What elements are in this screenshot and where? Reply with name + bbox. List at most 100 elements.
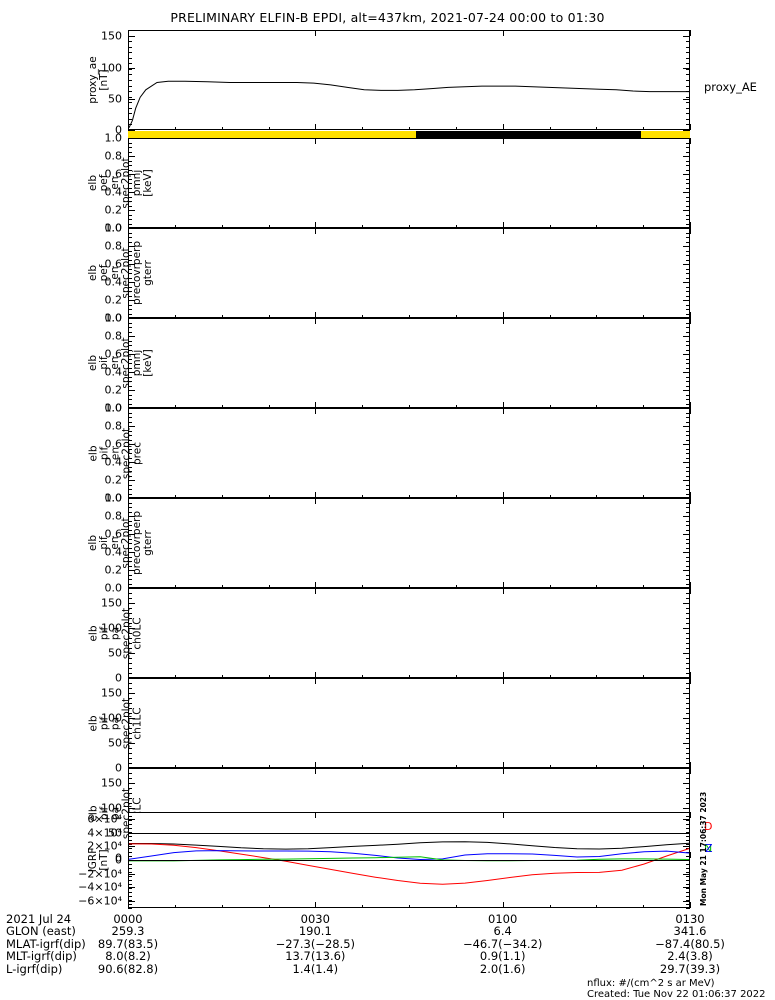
axis-tick-minor (128, 277, 132, 279)
ytick-label: 0.0 (104, 491, 123, 505)
axis-tick-x-minor (502, 765, 504, 768)
axis-tick-x (690, 762, 691, 768)
axis-tick-x-minor (502, 905, 504, 908)
ytick-label: 0.0 (104, 401, 123, 415)
axis-tick-x-minor (409, 585, 410, 588)
axis-tick-minor (686, 210, 690, 211)
ytick-label: 0.0 (104, 221, 123, 235)
axis-tick-minor (686, 435, 690, 436)
axis-tick-x-minor (268, 405, 270, 408)
ytick-label: 0.8 (104, 329, 123, 343)
axis-tick-minor (686, 30, 690, 31)
axis-tick-x (128, 30, 129, 36)
axis-tick-minor (128, 534, 132, 535)
axis-tick-minor (686, 340, 690, 342)
axis-tick-minor (128, 30, 132, 31)
footnote-nflux: nflux: #/(cm^2 s ar MeV) (587, 978, 715, 989)
ytick-label: 0.2 (104, 473, 123, 487)
axis-tick-minor (128, 628, 132, 629)
bottom-row-value: 2.4(3.8) (667, 949, 713, 964)
axis-tick-x (502, 138, 504, 144)
axis-tick-minor (128, 219, 132, 220)
axis-tick-minor (686, 313, 690, 315)
ytick-label: 0.2 (104, 203, 123, 217)
axis-tick-minor (128, 608, 132, 609)
ytick-label: −4×10⁴ (78, 880, 122, 894)
igrf-legend-d: D (704, 820, 713, 833)
axis-tick-minor (686, 844, 690, 845)
axis-tick-x (315, 498, 317, 504)
axis-tick-minor (686, 552, 690, 553)
axis-tick-minor (128, 738, 132, 739)
axis-tick-x (128, 678, 129, 684)
axis-tick-minor (686, 753, 690, 754)
axis-tick-minor (128, 593, 132, 594)
axis-tick-minor (686, 618, 690, 619)
axis-tick-minor (128, 793, 132, 794)
axis-tick-minor (686, 888, 690, 889)
axis-tick-minor (128, 828, 132, 829)
axis-tick-x-minor (174, 495, 176, 498)
axis-tick-minor (128, 372, 132, 373)
axis-tick-x (315, 408, 317, 414)
axis-tick-x (502, 228, 504, 234)
axis-tick-x-minor (643, 225, 645, 228)
axis-tick-x-minor (268, 585, 270, 588)
axis-tick-minor (686, 85, 690, 87)
axis-tick-minor (128, 304, 132, 306)
ytick-label: 100 (101, 711, 122, 725)
axis-tick-minor (128, 502, 132, 504)
day-night-bar-night-segment (415, 131, 641, 138)
axis-tick-x (128, 408, 129, 414)
axis-tick-x-minor (315, 315, 317, 318)
panel-ylabel: proxy_ae [nT] (87, 56, 110, 104)
axis-tick-minor (686, 421, 690, 423)
axis-tick-x-minor (268, 675, 270, 678)
axis-tick-minor (128, 816, 132, 817)
axis-tick-minor (686, 457, 690, 459)
ytick-label: −2×10⁴ (78, 867, 122, 881)
axis-tick-x (128, 582, 129, 588)
series-B-black (129, 841, 689, 850)
axis-tick-minor (128, 668, 132, 669)
axis-tick-minor (128, 768, 132, 769)
axis-tick-minor (128, 868, 132, 869)
ytick-label: 0 (115, 123, 122, 137)
axis-tick-minor (686, 824, 690, 825)
axis-tick-minor (686, 723, 690, 724)
axis-tick-minor (686, 768, 690, 769)
axis-tick-minor (128, 824, 132, 825)
ytick-label: 150 (101, 686, 122, 700)
axis-tick-minor (128, 570, 132, 571)
axis-tick-minor (686, 444, 690, 445)
ytick-label: 50 (108, 736, 122, 750)
ytick-label: 50 (108, 92, 122, 106)
axis-tick-minor (686, 484, 690, 486)
axis-tick-minor (686, 372, 690, 373)
axis-tick-minor (128, 201, 132, 202)
axis-tick-minor (686, 462, 690, 463)
axis-tick-minor (686, 336, 690, 337)
bottom-row-value: −27.3(−28.5) (275, 936, 356, 951)
ytick-label: 0.2 (104, 293, 123, 307)
axis-tick-minor (686, 57, 690, 59)
axis-tick-x-minor (549, 905, 551, 908)
ytick-label: 100 (101, 801, 122, 815)
axis-tick-minor (686, 381, 690, 382)
axis-tick-minor (686, 147, 690, 148)
axis-tick-minor (128, 151, 132, 153)
ytick-label: 0 (115, 671, 122, 685)
axis-tick-minor (686, 868, 690, 869)
axis-tick-minor (128, 638, 132, 639)
axis-tick-x-minor (221, 127, 223, 130)
axis-tick-minor (686, 840, 690, 841)
axis-tick-minor (128, 788, 132, 789)
axis-tick-major (128, 873, 135, 875)
axis-tick-minor (686, 643, 690, 644)
axis-tick-x (128, 498, 129, 504)
ytick-label: 1.0 (104, 221, 123, 235)
bottom-row-value: −46.7(−34.2) (462, 936, 543, 951)
axis-tick-minor (686, 820, 690, 821)
axis-tick-minor (128, 743, 132, 744)
axis-tick-minor (128, 156, 132, 157)
